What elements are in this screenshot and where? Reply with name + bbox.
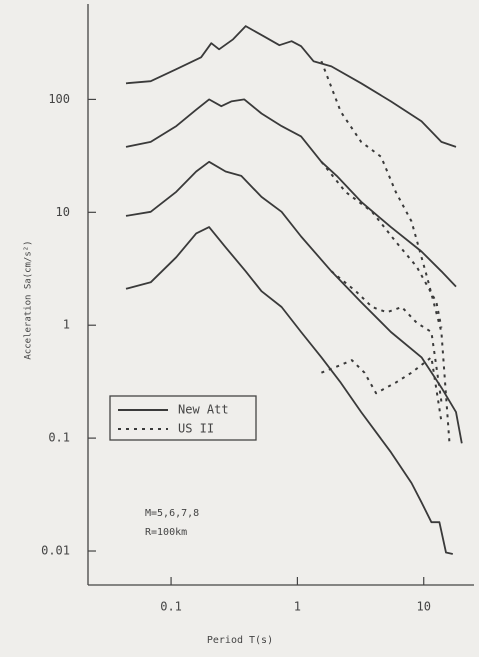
legend-box: [109, 395, 257, 441]
x-axis-label: Period T(s): [207, 635, 273, 646]
x-tick-label: 1: [294, 600, 301, 614]
data-line: [125, 98, 457, 288]
legend-label: US II: [178, 422, 214, 436]
legend-label: New Att: [178, 403, 229, 417]
data-line: [125, 25, 457, 148]
y-tick-label: 10: [56, 205, 70, 219]
data-line: [125, 160, 463, 444]
y-tick-label: 1: [63, 318, 70, 332]
x-tick-label: 10: [417, 600, 431, 614]
y-tick-label: 0.01: [41, 544, 70, 558]
annotation: M=5,6,7,8: [145, 508, 199, 519]
data-line: [320, 60, 451, 444]
data-line: [321, 356, 443, 422]
data-line: [125, 226, 453, 555]
x-tick-label: 0.1: [160, 600, 182, 614]
y-tick-label: 0.1: [48, 431, 70, 445]
data-line: [330, 270, 443, 402]
annotation: R=100km: [145, 527, 187, 538]
y-axis-label: Acceleration Sa(cm/s²): [24, 240, 34, 359]
y-tick-label: 100: [48, 92, 70, 106]
